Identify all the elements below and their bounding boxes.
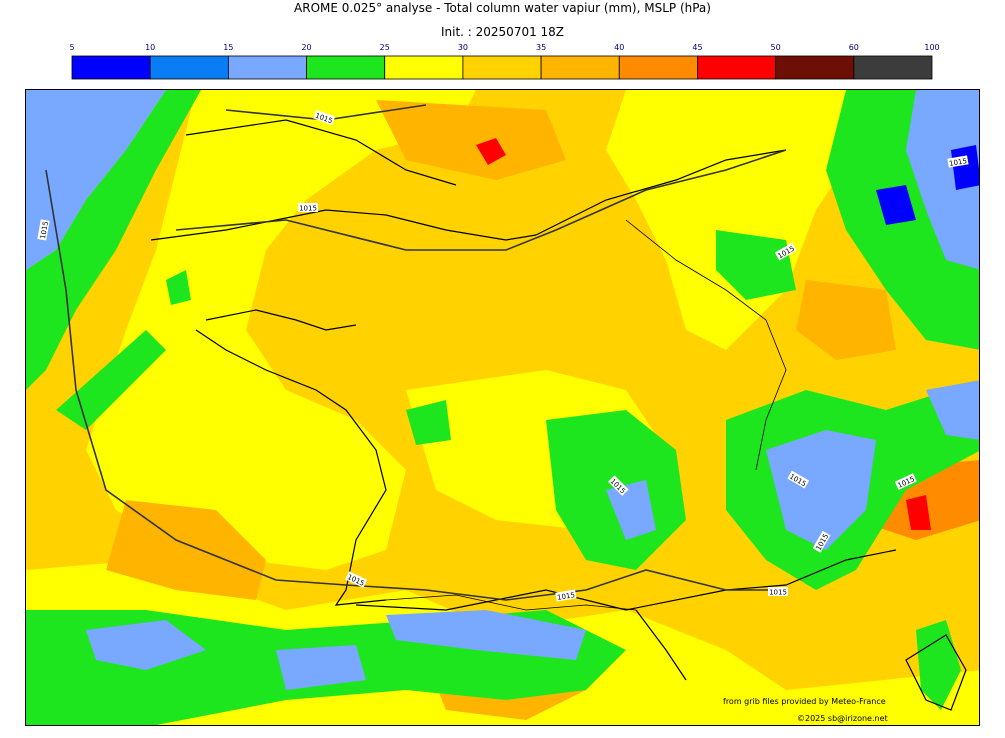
colorbar-swatch <box>71 55 151 80</box>
copyright-credit: ©2025 sb@irizone.net <box>797 714 888 723</box>
colorbar-swatch <box>227 55 307 80</box>
colorbar-swatch <box>853 55 933 80</box>
svg-text:1015: 1015 <box>557 591 576 602</box>
init-time: Init. : 20250701 18Z <box>440 25 565 39</box>
colorbar: 5 10 15 20 25 30 35 40 45 50 60 100 <box>69 43 940 80</box>
colorbar-swatch <box>306 55 386 80</box>
isobar-label: 1015 <box>555 589 577 602</box>
colorbar-tick-label: 5 <box>69 43 74 52</box>
svg-text:1015: 1015 <box>39 221 50 240</box>
colorbar-tick-label: 50 <box>771 43 781 52</box>
isobar-label: 1015 <box>768 587 788 597</box>
map-title: AROME 0.025° analyse - Total column wate… <box>294 1 711 15</box>
colorbar-swatch <box>384 55 464 80</box>
colorbar-tick-label: 25 <box>380 43 390 52</box>
isobar-label: 1015 <box>37 219 50 241</box>
colorbar-tick-label: 60 <box>849 43 859 52</box>
colorbar-tick-label: 45 <box>692 43 702 52</box>
colorbar-swatch <box>462 55 542 80</box>
colorbar-swatch <box>540 55 620 80</box>
colorbar-tick-label: 30 <box>458 43 468 52</box>
colorbar-tick-label: 100 <box>924 43 939 52</box>
colorbar-swatch <box>697 55 777 80</box>
svg-text:1015: 1015 <box>769 589 787 597</box>
colorbar-tick-label: 10 <box>145 43 155 52</box>
isobar-label: 1015 <box>298 203 318 213</box>
colorbar-swatch <box>149 55 229 80</box>
colorbar-swatch <box>618 55 698 80</box>
colorbar-swatch <box>775 55 855 80</box>
weather-map: 1015 1015 1015 1015 1015 1015 1015 1015 1015 1015… <box>25 89 980 726</box>
svg-text:1015: 1015 <box>949 157 968 168</box>
colorbar-tick-label: 20 <box>301 43 311 52</box>
svg-text:1015: 1015 <box>299 205 317 213</box>
isobar-label: 1015 <box>947 155 969 168</box>
colorbar-tick-label: 35 <box>536 43 546 52</box>
colorbar-tick-label: 15 <box>223 43 233 52</box>
data-source-credit: from grib files provided by Meteo-France <box>723 697 886 706</box>
colorbar-tick-label: 40 <box>614 43 624 52</box>
